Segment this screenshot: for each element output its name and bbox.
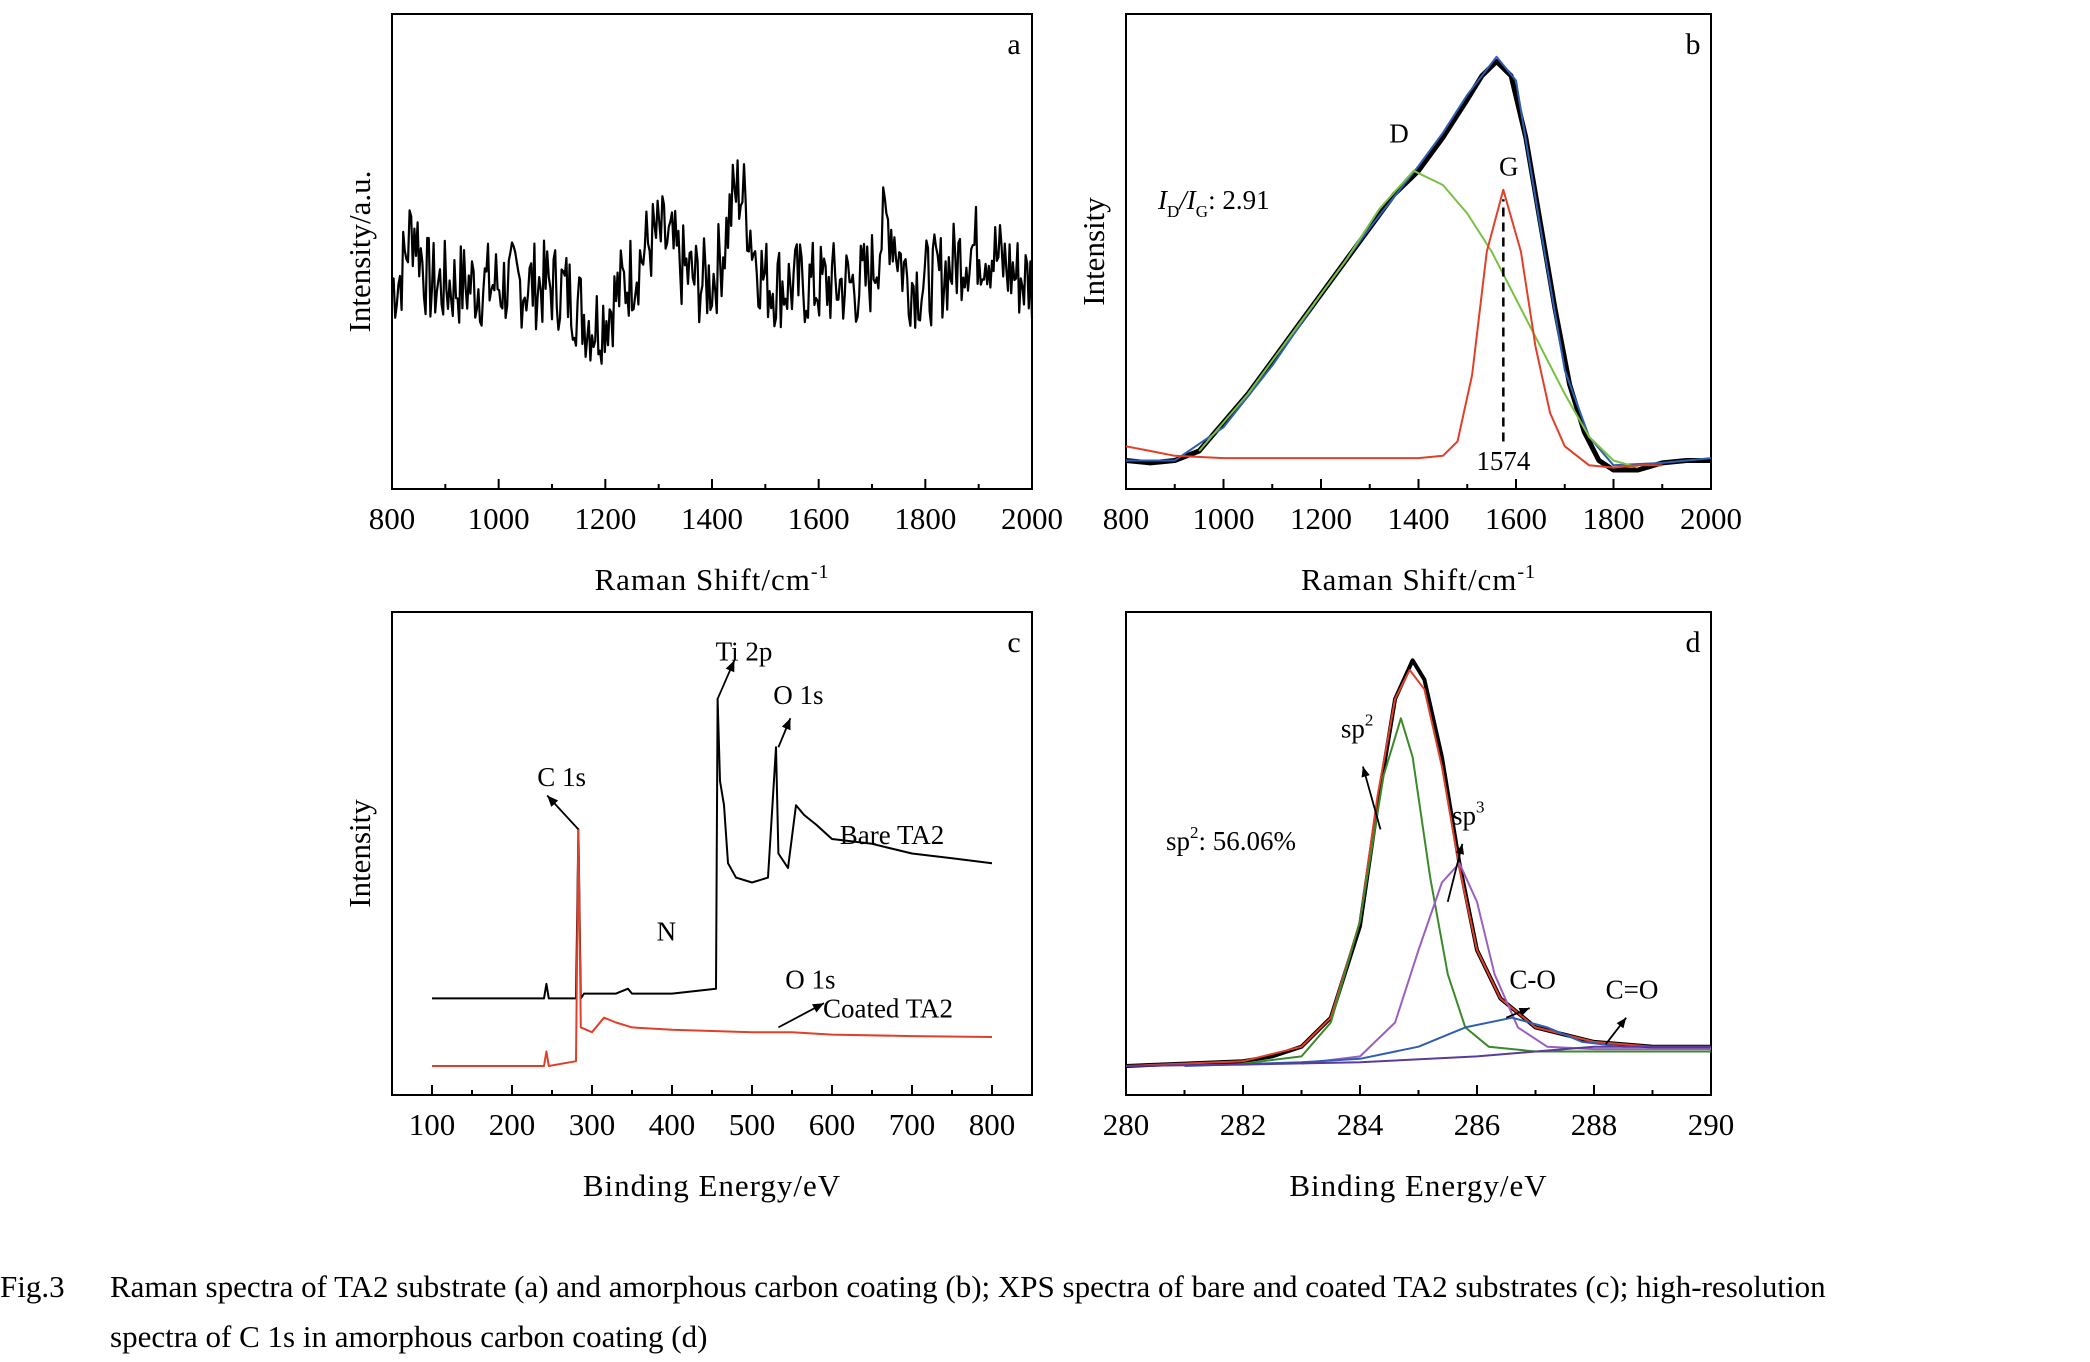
series-line-c-o [1125, 1045, 1711, 1067]
x-axis-label: Binding Energy/eV [583, 1168, 841, 1203]
y-axis-label: Intensity [1076, 197, 1111, 306]
annotation: D [1389, 118, 1409, 148]
x-tick-label: 1200 [574, 501, 636, 536]
series-line-g [1125, 188, 1663, 469]
series-line-raw [1125, 658, 1711, 1068]
panel-label: b [1686, 28, 1701, 61]
ti2p-arrow-head [725, 660, 735, 673]
x-tick-label: 200 [489, 1107, 536, 1142]
panel-label: a [1007, 28, 1020, 61]
plot-frame [1125, 13, 1712, 490]
x-axis-label: Raman Shift/cm-1 [594, 561, 829, 597]
figure-caption: Fig.3 Raman spectra of TA2 substrate (a) … [0, 1262, 2090, 1362]
series-line-noise [390, 159, 1034, 365]
x-tick-label: 100 [409, 1107, 456, 1142]
co-arrow-head [1518, 1007, 1530, 1016]
id-ig-part: D [1167, 202, 1179, 221]
c1s-arrow-head [547, 795, 559, 807]
x-tick-label: 400 [649, 1107, 696, 1142]
x-tick-label: 1000 [1193, 501, 1255, 536]
id-ig-part: : 2.91 [1208, 185, 1270, 215]
id-ig-ratio: ID/IG: 2.91 [1157, 185, 1270, 221]
x-tick-label: 1200 [1290, 501, 1352, 536]
series-line-sp2 [1242, 717, 1711, 1065]
x-axis-label: Raman Shift/cm-1 [1301, 561, 1536, 597]
x-tick-label: 1600 [788, 501, 850, 536]
caption-label: Fig.3 [0, 1269, 65, 1304]
x-tick-label: 2000 [1001, 501, 1063, 536]
x-tick-label: 1600 [1485, 501, 1547, 536]
annotation: O 1s [785, 965, 835, 995]
sp2-ratio-sup: 2 [1190, 823, 1199, 842]
annotation: G [1499, 152, 1519, 182]
x-tick-label: 282 [1220, 1107, 1267, 1142]
series-line-c-o [1184, 1016, 1711, 1067]
series-line-d [1198, 169, 1639, 469]
panel-d: 280 282 284 286 288 290 Binding Energy/eV d sp2 s… [1103, 611, 1735, 1203]
x-axis-label-sup: -1 [1517, 561, 1536, 583]
annotation: C=O [1606, 974, 1659, 1004]
panel-label: c [1007, 626, 1020, 659]
series-line-raw [1125, 59, 1711, 473]
panel-label: d [1686, 626, 1701, 659]
x-tick-label: 1400 [1388, 501, 1450, 536]
annotation: C-O [1509, 965, 1556, 995]
c-eq-o-arrow-head [1616, 1017, 1627, 1029]
x-axis-label-sup: -1 [811, 561, 830, 583]
annotation-sup: 3 [1476, 798, 1485, 817]
annotation: Ti 2p [716, 636, 773, 666]
sp2-arrow-head [1361, 766, 1370, 778]
x-tick-label: 800 [369, 501, 416, 536]
annotation: sp2 [1341, 711, 1374, 744]
annotation: N [657, 916, 677, 946]
x-tick-label: 290 [1688, 1107, 1735, 1142]
sp2-ratio-value: : 56.06% [1199, 826, 1297, 856]
annotation: Coated TA2 [823, 994, 953, 1024]
o1s-arrow-head [781, 718, 791, 731]
x-tick-label: 500 [729, 1107, 776, 1142]
annotation-sup: 2 [1365, 711, 1374, 730]
x-tick-label: 288 [1571, 1107, 1618, 1142]
sp3-arrow-head [1455, 843, 1465, 855]
x-tick-label: 1800 [894, 501, 956, 536]
series-line-coated-ta2 [432, 828, 993, 1067]
annotation: Bare TA2 [840, 820, 945, 850]
series-line-fit [1126, 55, 1712, 467]
x-axis-label: Binding Energy/eV [1289, 1168, 1547, 1203]
annotation: C 1s [537, 762, 586, 792]
x-tick-label: 2000 [1680, 501, 1742, 536]
x-tick-label: 1400 [681, 501, 743, 536]
id-ig-part: I [1157, 185, 1169, 215]
x-tick-label: 1800 [1583, 501, 1645, 536]
annotation: sp3 [1452, 798, 1485, 831]
panel-c: 100 200 300 400 500 600 700 800 Binding Energy/e… [342, 611, 1033, 1203]
x-tick-label: 800 [969, 1107, 1016, 1142]
x-tick-label: 1000 [468, 501, 530, 536]
x-tick-label: 286 [1454, 1107, 1501, 1142]
x-tick-label: 800 [1103, 501, 1150, 536]
x-tick-label: 600 [809, 1107, 856, 1142]
x-tick-label: 300 [569, 1107, 616, 1142]
caption-line1: Raman spectra of TA2 substrate (a) and a… [110, 1269, 1826, 1304]
y-axis-label: Intensity [342, 799, 377, 908]
annotation: 1574 [1476, 446, 1531, 476]
sp2-ratio: sp2: 56.06% [1166, 823, 1296, 856]
x-tick-label: 284 [1337, 1107, 1384, 1142]
panel-b: 800 1000 1200 1400 1600 1800 2000 Raman Shift/c… [1076, 13, 1742, 597]
x-tick-label: 700 [889, 1107, 936, 1142]
series-line-fit [1125, 669, 1711, 1067]
id-ig-part: G [1196, 202, 1208, 221]
annotation: O 1s [773, 680, 823, 710]
id-ig-part: /I [1177, 185, 1198, 215]
caption-line2: spectra of C 1s in amorphous carbon coat… [110, 1319, 708, 1354]
panel-a: 800 1000 1200 1400 1600 1800 2000 Raman Shift/c… [342, 13, 1063, 597]
y-axis-label: Intensity/a.u. [342, 171, 377, 333]
o1s-coated-arrow-head [812, 1003, 824, 1013]
x-tick-label: 280 [1103, 1107, 1150, 1142]
sp2-arrow [1362, 766, 1382, 830]
series-line-sp3 [1301, 862, 1711, 1065]
